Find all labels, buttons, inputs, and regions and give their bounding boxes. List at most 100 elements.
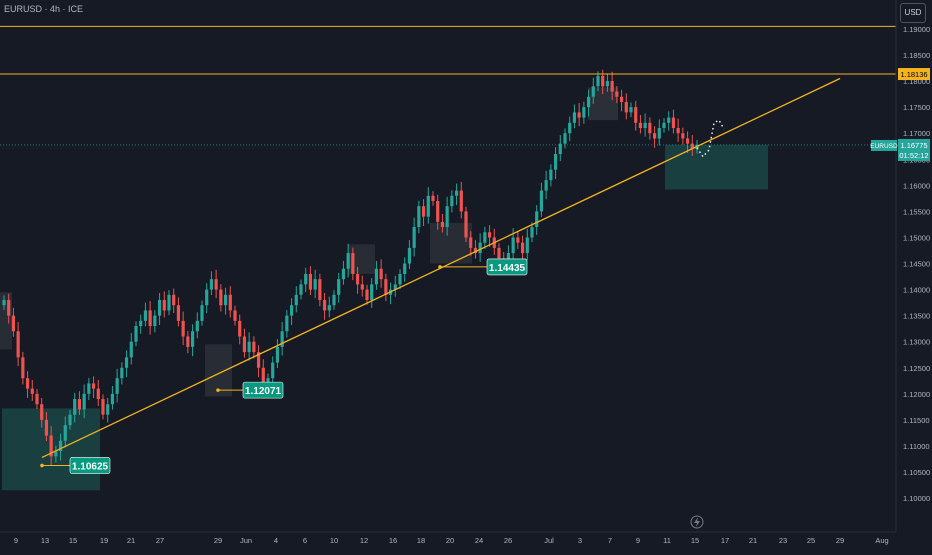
candle-body [332, 294, 336, 306]
candle [558, 135, 562, 162]
candle [91, 376, 96, 398]
candle [186, 331, 190, 354]
candle-body [162, 300, 166, 311]
candle-body [365, 289, 369, 301]
lightning-icon [690, 515, 704, 529]
candle-body [313, 279, 317, 290]
candle [167, 290, 171, 316]
candle [285, 310, 289, 338]
candle [120, 362, 124, 385]
consolidation-box [205, 344, 232, 397]
candle-body [16, 331, 20, 358]
candle [228, 286, 232, 318]
candle [662, 118, 666, 133]
candle [73, 392, 77, 423]
candle [379, 259, 383, 288]
time-tick-label: 27 [156, 536, 164, 545]
candle-body [379, 268, 383, 280]
time-tick-label: Jun [240, 536, 252, 545]
candle-body [553, 154, 558, 170]
candle [624, 93, 628, 120]
candle [568, 116, 572, 142]
price-tick-label: 1.18500 [903, 51, 930, 60]
candle [49, 426, 53, 465]
candle [464, 206, 468, 243]
candle [214, 269, 218, 299]
candle [77, 391, 82, 415]
candle [407, 240, 412, 270]
candle [327, 296, 331, 318]
candle [139, 314, 143, 334]
time-tick-label: Aug [875, 536, 888, 545]
candle [398, 269, 402, 290]
candle [11, 307, 16, 337]
candle [162, 291, 166, 318]
candle [436, 194, 440, 230]
candle-body [110, 393, 115, 405]
candle-body [445, 206, 449, 228]
candle [275, 339, 280, 369]
candle [370, 278, 374, 308]
candle-body [289, 305, 294, 316]
candle [454, 183, 459, 206]
candle-body [671, 117, 676, 129]
time-tick-label: 15 [691, 536, 699, 545]
candle [63, 416, 67, 448]
candle [299, 279, 303, 300]
candle-body [667, 117, 671, 123]
candle-body [652, 133, 657, 139]
lightning-icon-bolt [694, 517, 700, 527]
time-tick-label: 25 [807, 536, 815, 545]
current-price-tag [898, 138, 930, 161]
price-tick-label: 1.10000 [903, 494, 930, 503]
candle-body [582, 107, 586, 118]
candle-body [124, 357, 129, 368]
annotation-dot [438, 265, 442, 269]
candle [25, 371, 30, 398]
candle-body [91, 383, 96, 389]
candle [129, 333, 133, 365]
candle [87, 377, 91, 401]
candle-body [157, 300, 162, 316]
candle-body [407, 247, 412, 264]
candle-body [374, 268, 379, 285]
candle [619, 89, 624, 112]
candle-body [186, 336, 190, 347]
candle [209, 271, 214, 296]
candle-body [520, 242, 525, 254]
candle [35, 389, 39, 409]
candle [681, 127, 685, 145]
candle [634, 100, 638, 131]
time-tick-label: 29 [836, 536, 844, 545]
annotation-label: 1.10625 [72, 461, 109, 472]
candle [40, 397, 44, 428]
time-tick-label: 4 [274, 536, 278, 545]
candle-body [544, 180, 548, 191]
candle-body [648, 122, 652, 134]
candle-body [568, 122, 572, 134]
candle-body [412, 227, 416, 248]
candle [157, 292, 162, 326]
candle [124, 350, 129, 378]
currency-button[interactable]: USD [900, 3, 926, 23]
candle-body [530, 227, 534, 238]
candle-body [558, 143, 562, 155]
candle-body [195, 320, 199, 332]
candle-body [318, 279, 322, 301]
candle [304, 267, 308, 293]
demand-zone [665, 144, 768, 190]
candle [58, 433, 63, 461]
candle-body [247, 341, 251, 353]
time-tick-label: 18 [417, 536, 425, 545]
price-tick-label: 1.17000 [903, 129, 930, 138]
candle [68, 409, 72, 430]
candle [374, 260, 379, 290]
candle-body [662, 122, 666, 129]
candle [256, 345, 261, 378]
candle [393, 275, 397, 297]
candle [341, 260, 346, 285]
candle-body [252, 341, 256, 353]
candle-body [223, 294, 228, 306]
